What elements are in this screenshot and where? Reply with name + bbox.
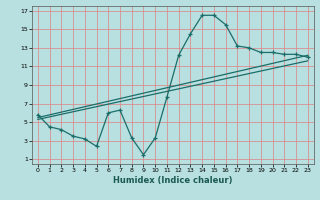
X-axis label: Humidex (Indice chaleur): Humidex (Indice chaleur) [113, 176, 233, 185]
